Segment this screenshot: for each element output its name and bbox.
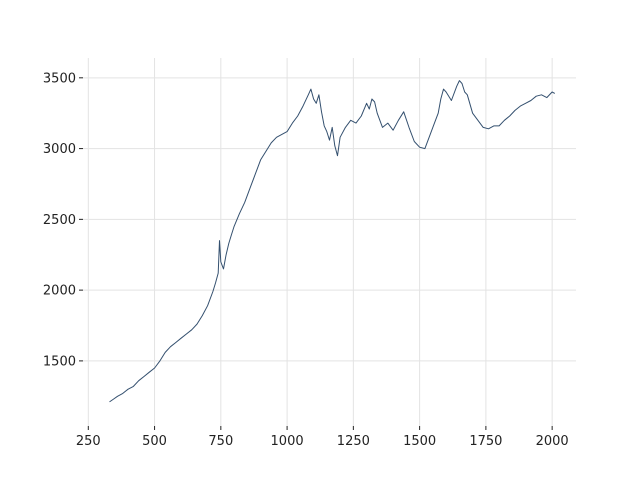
x-tick-label: 2000	[536, 434, 569, 449]
series-line-0	[109, 80, 556, 403]
x-tick-label: 750	[208, 434, 233, 449]
x-tick-label: 1000	[271, 434, 304, 449]
y-tick-label: 3000	[43, 142, 76, 157]
y-tick-label: 3500	[43, 71, 76, 86]
y-tick-label: 2000	[43, 284, 76, 299]
y-tick-label: 2500	[43, 213, 76, 228]
x-tick-label: 1250	[337, 434, 370, 449]
x-tick-label: 500	[142, 434, 167, 449]
grid-layer	[83, 58, 576, 426]
x-tick-label: 1750	[469, 434, 502, 449]
series-layer	[109, 80, 556, 403]
x-tick-label: 250	[76, 434, 101, 449]
x-tick-label: 1500	[403, 434, 436, 449]
y-tick-label: 1500	[43, 354, 76, 369]
y-axis: 1500 2000 2500 3000 3500	[43, 71, 83, 369]
x-axis: 250 500 750 1000 1250 1500 1750 2000	[76, 426, 569, 449]
